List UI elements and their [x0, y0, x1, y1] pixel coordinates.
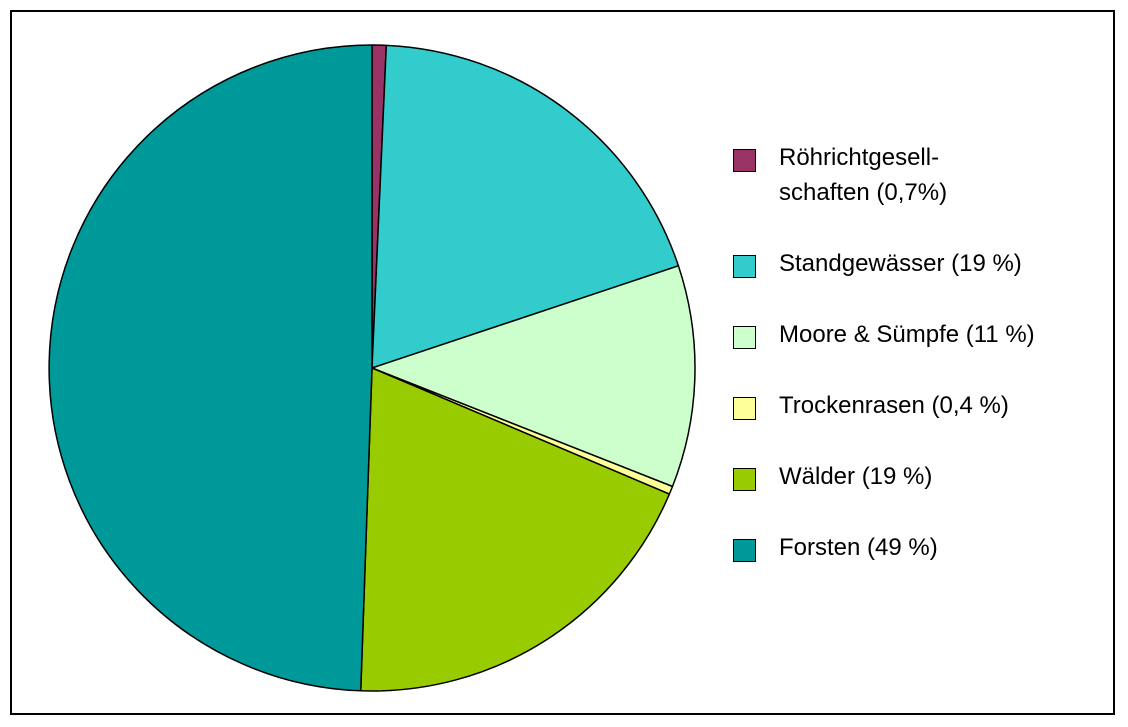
- pie-slice-5: [48, 44, 373, 692]
- legend-item-forsten: Forsten (49 %): [733, 530, 1118, 565]
- legend-label: Standgewässer (19 %): [779, 250, 1022, 277]
- legend-label: Wälder (19 %): [779, 463, 933, 490]
- legend-swatch: [733, 539, 756, 562]
- legend-item-moore: Moore & Sümpfe (11 %): [733, 317, 1118, 352]
- pie-slice-4: [359, 367, 671, 692]
- legend-label: Forsten (49 %): [779, 534, 938, 561]
- pie-slice-1: [371, 44, 680, 369]
- legend-label: Röhrichtgesell- schaften (0,7%): [779, 144, 948, 206]
- legend-item-trockenrasen: Trockenrasen (0,4 %): [733, 388, 1118, 423]
- legend-swatch: [733, 468, 756, 491]
- legend-label: Trockenrasen (0,4 %): [779, 392, 1009, 419]
- legend-swatch: [733, 255, 756, 278]
- legend-item-waelder: Wälder (19 %): [733, 459, 1118, 494]
- legend-swatch: [733, 397, 756, 420]
- chart-legend: Röhrichtgesell- schaften (0,7%) Standgew…: [733, 140, 1118, 601]
- legend-swatch: [733, 149, 756, 172]
- legend-item-roehricht: Röhrichtgesell- schaften (0,7%): [733, 140, 1118, 210]
- legend-swatch: [733, 326, 756, 349]
- legend-item-standgewaesser: Standgewässer (19 %): [733, 246, 1118, 281]
- legend-label: Moore & Sümpfe (11 %): [779, 321, 1035, 348]
- pie-slice-2: [371, 265, 696, 488]
